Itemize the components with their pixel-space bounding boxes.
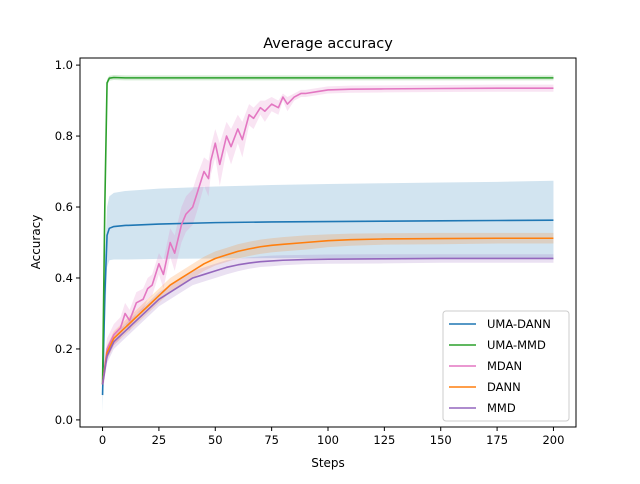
y-tick-label-4: 0.6 bbox=[55, 200, 73, 214]
x-tick-label-1: 0 bbox=[99, 433, 106, 447]
chart-title: Average accuracy bbox=[263, 36, 393, 52]
x-tick-label-7: 150 bbox=[430, 433, 452, 447]
y-tick-label-1: 0.0 bbox=[55, 413, 73, 427]
x-tick-label-4: 75 bbox=[264, 433, 279, 447]
x-tick-label-8: 175 bbox=[486, 433, 508, 447]
legend-label-1: UMA-DANN bbox=[487, 317, 551, 331]
legend: UMA-DANN UMA-MMD MDAN DANN MMD bbox=[442, 310, 570, 422]
plot-area: 0 25 50 75 100 125 150 175 200 0.0 0.2 0.4 0.6 0.8 1.0 bbox=[55, 57, 577, 447]
x-tick-label-5: 100 bbox=[317, 433, 339, 447]
legend-box bbox=[442, 310, 570, 422]
series-line-1 bbox=[101, 219, 554, 396]
series-line-4 bbox=[101, 237, 554, 385]
series-line-2 bbox=[101, 76, 554, 385]
y-tick-label-5: 0.8 bbox=[55, 129, 73, 143]
x-tick-label-6: 125 bbox=[373, 433, 395, 447]
y-axis-label: Accuracy bbox=[29, 215, 43, 270]
series-line-3 bbox=[101, 87, 554, 385]
legend-label-3: MDAN bbox=[487, 359, 522, 373]
series-line-5 bbox=[101, 257, 554, 385]
legend-label-4: DANN bbox=[487, 380, 521, 394]
y-tick-label-6: 1.0 bbox=[55, 58, 73, 72]
y-tick-label-3: 0.4 bbox=[55, 271, 73, 285]
x-tick-label-2: 25 bbox=[152, 433, 167, 447]
x-tick-label-3: 50 bbox=[208, 433, 223, 447]
legend-label-5: MMD bbox=[487, 401, 516, 415]
x-axis-label: Steps bbox=[311, 456, 345, 470]
x-tick-label-9: 200 bbox=[542, 433, 564, 447]
y-tick-label-2: 0.2 bbox=[55, 342, 73, 356]
legend-label-2: UMA-MMD bbox=[487, 338, 546, 352]
